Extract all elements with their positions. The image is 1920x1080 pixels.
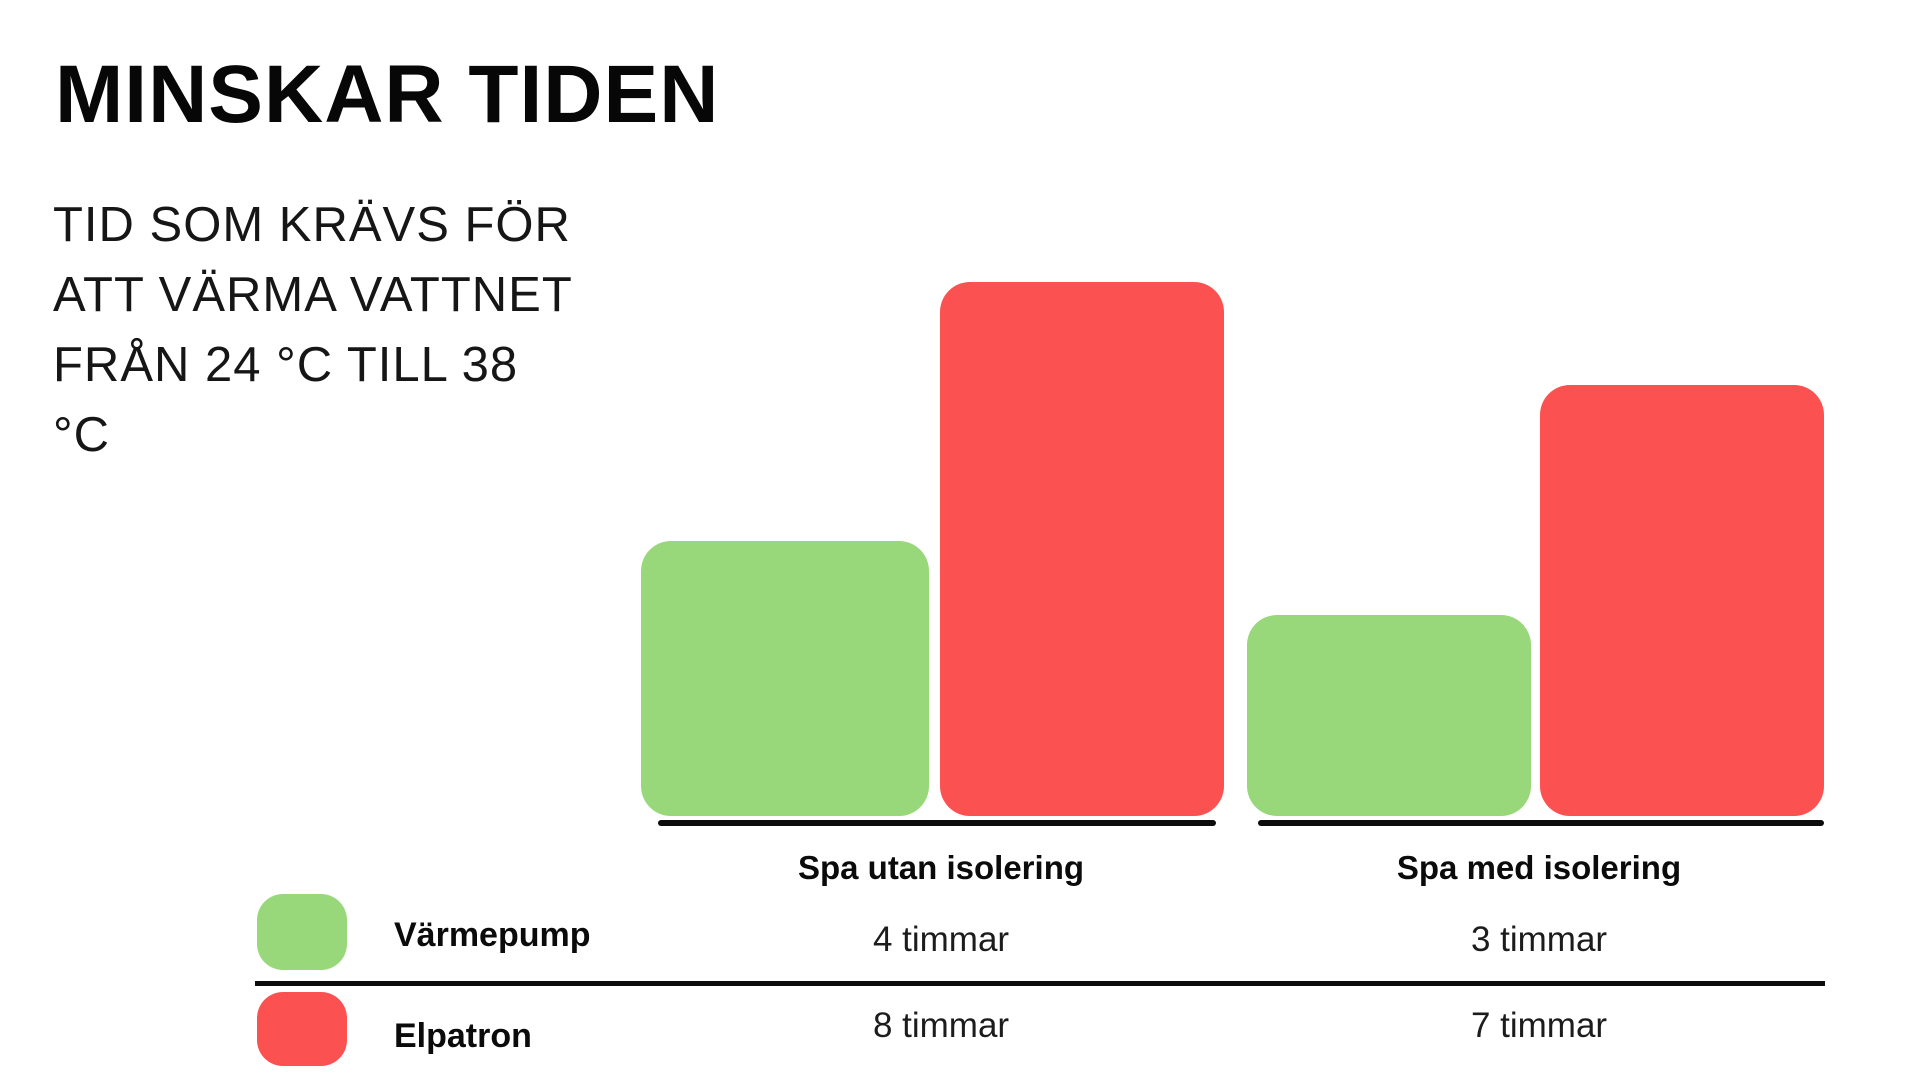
bar-elpatron-spa-utan-isolering	[940, 282, 1224, 816]
subtitle-line-1: TID SOM KRÄVS FÖR	[53, 198, 571, 252]
legend-swatch-elpatron	[257, 992, 347, 1066]
axis-line-spa-med-isolering	[1258, 820, 1824, 826]
series-label-varmepump: Värmepump	[394, 916, 591, 954]
legend-divider-line	[255, 981, 1825, 986]
legend-swatch-varmepump	[257, 894, 347, 970]
bar-varmepump-spa-med-isolering	[1247, 615, 1531, 816]
subtitle-line-4: °C	[53, 408, 110, 462]
bar-varmepump-spa-utan-isolering	[641, 541, 929, 816]
value-varmepump-spa-utan-isolering: 4 timmar	[872, 920, 1010, 959]
subtitle: TID SOM KRÄVS FÖR ATT VÄRMA VATTNET FRÅN…	[53, 190, 573, 470]
category-label-spa-med-isolering: Spa med isolering	[1396, 849, 1682, 886]
axis-line-spa-utan-isolering	[658, 820, 1216, 826]
bar-elpatron-spa-med-isolering	[1540, 385, 1824, 816]
value-varmepump-spa-med-isolering: 3 timmar	[1470, 920, 1608, 959]
subtitle-line-3: FRÅN 24 °C TILL 38	[53, 338, 519, 392]
value-elpatron-spa-med-isolering: 7 timmar	[1470, 1006, 1608, 1045]
series-label-elpatron: Elpatron	[394, 1017, 532, 1055]
value-elpatron-spa-utan-isolering: 8 timmar	[872, 1006, 1010, 1045]
category-label-spa-utan-isolering: Spa utan isolering	[797, 849, 1085, 886]
subtitle-line-2: ATT VÄRMA VATTNET	[53, 268, 573, 322]
page-title: MINSKAR TIDEN	[55, 49, 720, 140]
